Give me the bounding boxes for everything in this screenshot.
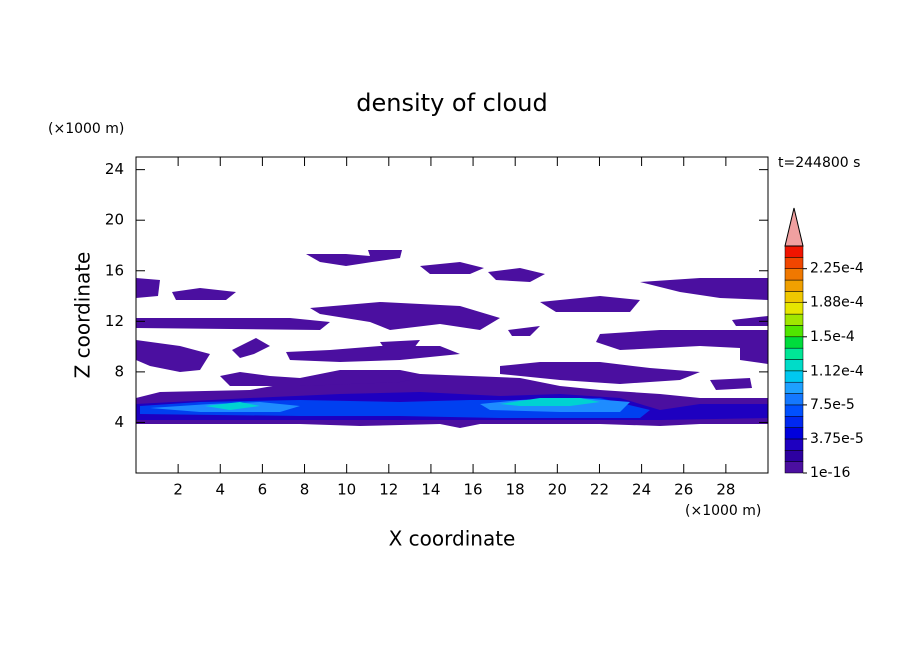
colorbar-band (784, 291, 804, 303)
x-tick-label: 4 (215, 481, 225, 499)
y-tick-label: 16 (105, 261, 124, 279)
x-tick-label: 26 (674, 481, 693, 499)
colorbar-label: 1.12e-4 (810, 363, 864, 379)
x-tick-label: 14 (421, 481, 440, 499)
colorbar-label: 3.75e-5 (810, 431, 864, 447)
colorbar-band (784, 268, 804, 281)
x-tick-label: 28 (716, 481, 735, 499)
x-tick-label: 22 (590, 481, 609, 499)
x-tick-label: 18 (506, 481, 525, 499)
colorbar-band (784, 427, 804, 440)
x-tick-label: 24 (632, 481, 651, 499)
contour-level-5 (205, 398, 600, 410)
x-axis-title: X coordinate (389, 527, 516, 551)
x-tick-label: 6 (258, 481, 268, 499)
colorbar-band (784, 313, 804, 326)
colorbar-over (784, 207, 804, 247)
colorbar-band (784, 302, 804, 315)
x-tick-label: 16 (464, 481, 483, 499)
colorbar-label: 1e-16 (810, 465, 850, 481)
x-tick-label: 20 (548, 481, 567, 499)
colorbar-band (784, 381, 804, 394)
colorbar-band (784, 393, 804, 406)
colorbar-band (784, 325, 804, 338)
colorbar-band (784, 370, 804, 383)
colorbar-band (784, 438, 804, 451)
contour-level-4 (150, 398, 630, 412)
colorbar-band (784, 245, 804, 258)
x-tick-label: 2 (173, 481, 183, 499)
y-tick-label: 24 (105, 160, 124, 178)
contour-field (136, 250, 768, 428)
y-tick-label: 12 (105, 312, 124, 330)
y-tick-label: 8 (114, 362, 124, 380)
colorbar-band (784, 336, 804, 349)
colorbar-label: 2.25e-4 (810, 261, 864, 277)
time-label: t=244800 s (778, 155, 860, 171)
colorbar-band (784, 461, 804, 474)
colorbar-label: 1.5e-4 (810, 329, 855, 345)
colorbar-band (784, 347, 804, 360)
y-unit: (×1000 m) (48, 121, 124, 137)
plot-frame (135, 156, 769, 474)
colorbar-band (784, 404, 804, 417)
x-tick-label: 12 (379, 481, 398, 499)
colorbar-band (784, 450, 804, 462)
chart-title: density of cloud (356, 89, 547, 117)
colorbar-band (784, 257, 804, 269)
colorbar-band (784, 279, 804, 292)
y-axis-title: Z coordinate (71, 252, 95, 379)
colorbar-band (784, 416, 804, 428)
x-tick-label: 8 (300, 481, 310, 499)
y-tick-label: 20 (105, 211, 124, 229)
colorbar-label: 7.5e-5 (810, 397, 855, 413)
colorbar-band (784, 359, 804, 372)
x-tick-label: 10 (337, 481, 356, 499)
colorbar-label: 1.88e-4 (810, 294, 864, 310)
x-unit: (×1000 m) (685, 503, 761, 519)
y-tick-label: 4 (114, 413, 124, 431)
